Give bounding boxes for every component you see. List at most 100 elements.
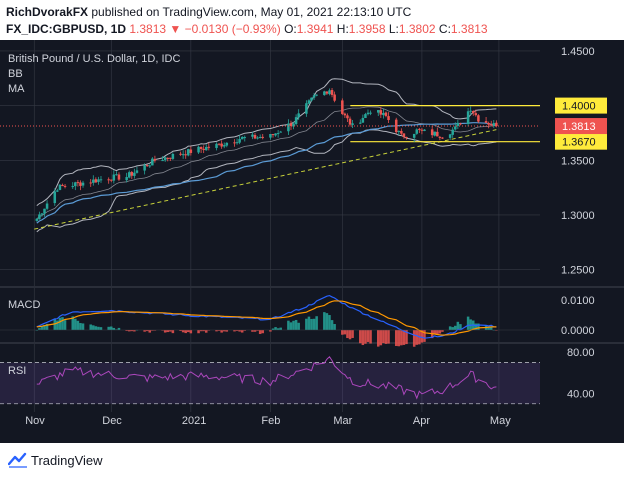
level-price-label[interactable]: 1.3670 [555, 133, 607, 150]
time-axis-tick-label: Nov [25, 415, 45, 427]
candle-body [448, 134, 452, 138]
bb-legend[interactable]: BB [8, 68, 23, 80]
candle [328, 88, 331, 96]
candle [297, 109, 300, 120]
candle-body [243, 137, 247, 139]
candle-body [418, 128, 421, 130]
candle [261, 133, 264, 140]
macd-histogram-bar [110, 326, 113, 330]
macd-histogram-bar [415, 330, 419, 345]
candle-body [305, 103, 308, 114]
macd-histogram-bar [366, 330, 370, 342]
time-axis-tick-label: Feb [261, 415, 280, 427]
price-axis-tick-label: 1.3500 [561, 155, 595, 167]
candle-body [415, 129, 419, 134]
trendline[interactable] [34, 129, 497, 230]
candle-body [377, 110, 380, 113]
candle-body [181, 154, 185, 156]
low-label: L: [388, 22, 399, 36]
candle [189, 146, 193, 156]
macd-histogram-bar [76, 320, 80, 330]
candle [448, 133, 452, 141]
candle-body [310, 97, 313, 101]
tradingview-brand[interactable]: TradingView [31, 453, 103, 468]
candle [369, 110, 372, 116]
candle-body [274, 133, 277, 136]
macd-histogram-bar [40, 326, 44, 330]
bb-basis-line [36, 106, 497, 220]
macd-histogram-bar [387, 330, 390, 344]
candle-body [402, 133, 406, 137]
macd-legend[interactable]: MACD [8, 299, 40, 311]
candle [377, 109, 380, 117]
macd-histogram-bar [238, 330, 241, 332]
high-value: 1.3958 [348, 22, 386, 36]
candle [169, 157, 172, 162]
candle [179, 151, 182, 156]
candle-body [53, 191, 57, 204]
macd-axis-tick-label: 0.0000 [561, 325, 595, 337]
macd-histogram-bar [81, 323, 85, 330]
rsi-legend[interactable]: RSI [8, 365, 26, 377]
macd-histogram-bar [107, 326, 110, 330]
candle-body [99, 179, 103, 181]
macd-histogram-bar [289, 322, 293, 330]
macd-histogram-bar [79, 323, 82, 330]
macd-histogram-bar [438, 330, 442, 334]
macd-histogram-bar [127, 330, 131, 332]
candle [348, 116, 352, 127]
author-name[interactable]: RichDvorakFX [6, 5, 89, 19]
candle-body [471, 111, 475, 113]
ma-legend[interactable]: MA [8, 83, 25, 95]
level-price-label[interactable]: 1.4000 [555, 97, 607, 114]
candle [441, 137, 444, 139]
candle [56, 188, 59, 193]
candle [379, 107, 383, 118]
macd-histogram-bar [451, 327, 454, 330]
candle [412, 133, 416, 143]
macd-histogram-bar [307, 316, 311, 330]
candle-body [341, 100, 344, 114]
candle-body [151, 158, 154, 166]
candle [243, 135, 247, 142]
candle-body [387, 116, 390, 121]
macd-histogram-bar [151, 330, 154, 331]
candle [489, 120, 493, 127]
candle-body [238, 138, 241, 143]
level-price-box [555, 133, 607, 150]
macd-histogram-bar [489, 326, 493, 330]
candle-body [225, 142, 229, 146]
candle [81, 180, 85, 188]
candle-body [143, 165, 146, 171]
macd-pane[interactable] [0, 294, 540, 347]
chart-canvas[interactable]: 1.4500 1.4000 1.3500 1.3000 1.2500 0.0100 0.00… [0, 40, 624, 443]
rsi-pane[interactable] [0, 356, 540, 405]
candle [397, 130, 401, 136]
candle [161, 156, 164, 162]
candle-body [135, 170, 139, 173]
tradingview-logo-icon[interactable] [8, 452, 28, 468]
candle-body [258, 136, 262, 138]
macd-histogram-bar [145, 330, 149, 332]
macd-histogram-bar [276, 328, 280, 330]
candle [71, 182, 75, 189]
macd-histogram-bar [420, 330, 424, 343]
candle-body [271, 134, 275, 136]
macd-histogram-bar [412, 330, 416, 347]
axis-labels[interactable]: 1.4500 1.4000 1.3500 1.3000 1.2500 0.0100 0.00… [25, 46, 607, 427]
candle [484, 116, 488, 123]
candle-body [220, 143, 223, 147]
close-value: 1.3813 [450, 22, 488, 36]
candle-body [400, 130, 403, 134]
macd-histogram-bar [253, 330, 257, 332]
macd-histogram-bar [63, 320, 67, 330]
macd-histogram-bar [61, 317, 64, 330]
open-value: 1.3941 [296, 22, 334, 36]
macd-histogram-bar [325, 313, 329, 330]
candle [133, 168, 136, 179]
price-pane[interactable] [0, 78, 540, 233]
candle [163, 156, 167, 162]
candle-body [81, 182, 85, 186]
macd-histogram-bar [199, 330, 203, 332]
price-axis-tick-label: 1.2500 [561, 265, 595, 277]
